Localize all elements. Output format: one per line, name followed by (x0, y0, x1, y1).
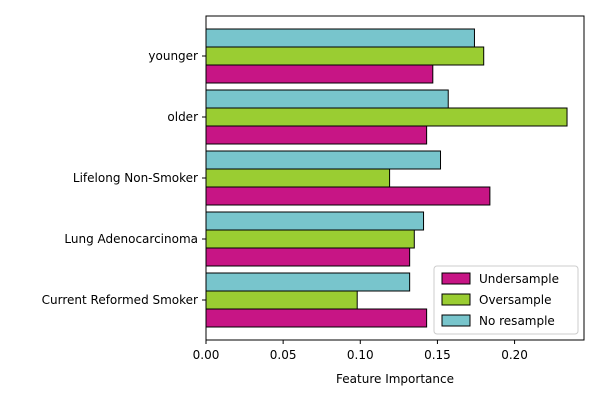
bar-undersample-current-reformed-smoker (205, 308, 428, 328)
bar-oversample-lung-adenocarcinoma (205, 229, 415, 249)
bar-undersample-lung-adenocarcinoma (205, 247, 411, 267)
y-tick-label-younger: younger (148, 49, 198, 63)
y-axis-ticks: younger older Lifelong Non-Smoker Lung Aden… (42, 49, 206, 307)
legend-swatch-no-resample (441, 314, 471, 327)
plot-frame (205, 15, 585, 341)
legend-swatch-oversample (441, 293, 471, 306)
bar-undersample-younger (205, 64, 434, 84)
legend: Undersample Oversample No resample (433, 265, 579, 335)
bar-no-resample-younger (205, 28, 475, 48)
x-axis-label: Feature Importance (336, 372, 454, 386)
bar-undersample-lifelong-non-smoker (205, 186, 491, 206)
legend-swatch-undersample (441, 272, 471, 285)
y-tick-label-lifelong-non-smoker: Lifelong Non-Smoker (73, 171, 198, 185)
bar-oversample-current-reformed-smoker (205, 290, 358, 310)
bar-no-resample-lifelong-non-smoker (205, 150, 442, 170)
x-tick-label: 0.20 (501, 348, 528, 362)
bar-no-resample-older (205, 89, 449, 109)
bar-no-resample-current-reformed-smoker (205, 272, 411, 292)
x-tick-label: 0.00 (193, 348, 220, 362)
legend-label-undersample: Undersample (479, 272, 559, 286)
y-tick-label-current-reformed-smoker: Current Reformed Smoker (42, 293, 198, 307)
x-tick-label: 0.15 (424, 348, 451, 362)
x-axis-ticks: 0.00 0.05 0.10 0.15 0.20 (193, 340, 528, 362)
bar-oversample-older (205, 107, 568, 127)
legend-label-no-resample: No resample (479, 314, 555, 328)
bar-oversample-younger (205, 46, 485, 66)
y-tick-label-older: older (167, 110, 198, 124)
bar-oversample-lifelong-non-smoker (205, 168, 391, 188)
x-tick-label: 0.05 (270, 348, 297, 362)
x-tick-label: 0.10 (347, 348, 374, 362)
bar-no-resample-lung-adenocarcinoma (205, 211, 425, 231)
bar-undersample-older (205, 125, 428, 145)
y-tick-label-lung-adenocarcinoma: Lung Adenocarcinoma (64, 232, 198, 246)
legend-label-oversample: Oversample (479, 293, 552, 307)
